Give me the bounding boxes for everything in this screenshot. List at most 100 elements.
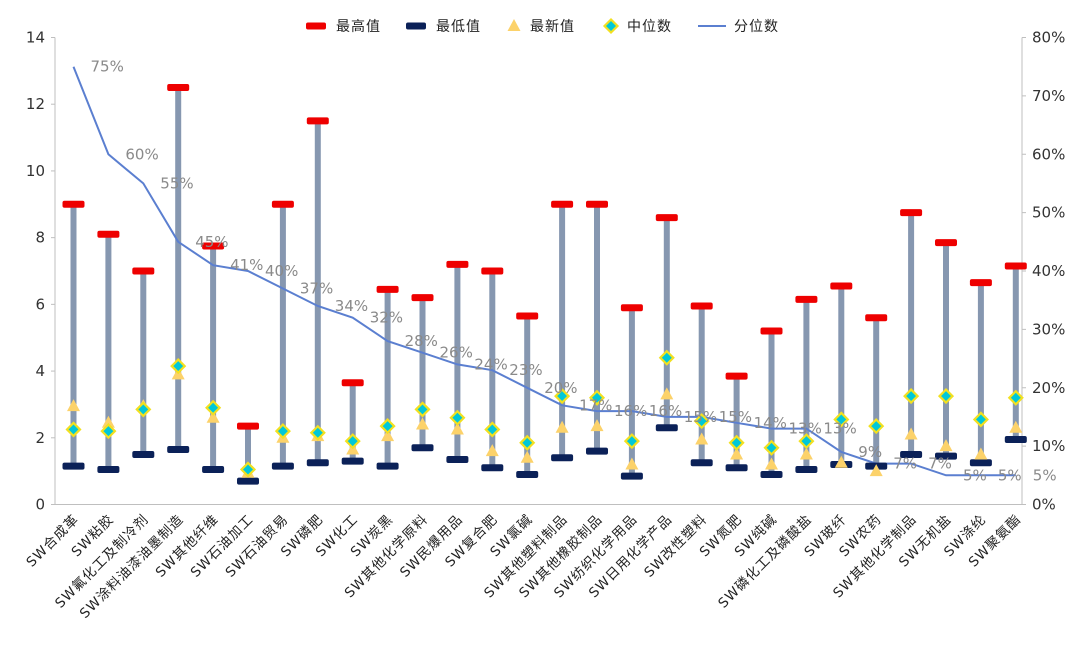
low-marker <box>551 454 574 462</box>
latest-marker <box>206 410 220 423</box>
axes: 0 2 4 6 8 10 12 14 0% 10% 20% 30% 40% 50% 60% 70% 80% <box>26 29 1065 514</box>
median-marker <box>937 388 955 405</box>
latest-marker <box>869 464 883 477</box>
latest-marker <box>974 447 988 460</box>
legend-median-swatch <box>602 17 620 35</box>
latest-marker <box>67 399 80 412</box>
latest-marker <box>590 419 604 432</box>
percentile-label: 40% <box>265 262 298 280</box>
range-bar <box>105 234 112 470</box>
range-bar <box>384 289 391 467</box>
range-bar <box>175 87 182 450</box>
median-marker <box>344 433 361 450</box>
legend-label: 分位数 <box>734 19 779 35</box>
median-marker <box>414 401 431 418</box>
left-tick-label: 8 <box>35 229 45 247</box>
percentile-label: 5% <box>963 466 987 484</box>
left-tick-label: 12 <box>26 95 45 113</box>
range-bar <box>349 382 356 462</box>
median-marker <box>554 388 571 405</box>
low-marker <box>760 470 783 478</box>
high-marker <box>725 372 748 380</box>
range-bar <box>838 286 845 465</box>
right-tick-label: 70% <box>1032 87 1065 105</box>
low-marker <box>725 464 748 472</box>
high-marker <box>62 200 85 208</box>
right-tick-label: 60% <box>1032 145 1065 163</box>
percentile-label: 7% <box>928 455 952 473</box>
high-marker <box>620 304 643 312</box>
range-bar <box>245 426 251 482</box>
median-marker <box>588 389 606 406</box>
range-bar <box>873 317 880 467</box>
range-bar <box>663 217 670 428</box>
latest-marker <box>799 447 813 460</box>
range-bar <box>628 307 635 477</box>
percentile-label: 13% <box>823 420 856 438</box>
latest-marker <box>625 457 639 470</box>
median-marker <box>798 433 815 450</box>
percentile-label: 24% <box>474 355 507 373</box>
left-tick-label: 0 <box>35 496 45 514</box>
high-marker <box>551 200 574 208</box>
median-marker <box>484 421 501 438</box>
latest-marker <box>416 417 429 430</box>
low-marker <box>446 455 469 463</box>
percentile-label: 34% <box>335 297 368 315</box>
low-marker <box>306 459 329 467</box>
percentile-label: 16% <box>649 402 682 420</box>
range-bar <box>140 271 147 455</box>
percentile-label: 55% <box>160 174 193 192</box>
median-marker <box>972 411 989 428</box>
right-tick-label: 50% <box>1032 204 1065 222</box>
high-marker <box>655 214 678 222</box>
percentile-label: 5% <box>998 466 1022 484</box>
percentile-label: 60% <box>125 145 158 163</box>
median-marker <box>449 409 466 426</box>
high-marker <box>271 200 294 208</box>
latest-marker <box>695 432 709 445</box>
range-bar <box>70 204 77 467</box>
range-bar <box>1012 265 1019 440</box>
range-bar <box>594 204 600 452</box>
percentile-label: 17% <box>579 396 612 414</box>
low-marker <box>62 462 85 470</box>
range-bar <box>803 299 810 470</box>
low-marker <box>1004 435 1027 443</box>
low-marker <box>935 452 957 460</box>
low-marker <box>655 424 678 432</box>
left-tick-label: 2 <box>35 429 45 447</box>
high-marker <box>795 295 818 303</box>
low-marker <box>411 444 434 452</box>
percentile-label: 16% <box>614 402 647 420</box>
high-marker <box>341 379 364 387</box>
legend-label: 最新值 <box>530 19 575 35</box>
percentile-label: 32% <box>370 309 403 327</box>
latest-marker <box>101 415 115 428</box>
category-label: SW合成革 <box>23 512 82 571</box>
range-bar <box>419 297 426 448</box>
low-marker <box>900 450 923 458</box>
percentile-label: 28% <box>405 332 438 350</box>
range-bar <box>559 204 566 458</box>
left-tick-label: 14 <box>26 29 45 47</box>
low-marker <box>237 477 259 485</box>
median-marker <box>868 418 885 435</box>
latest-marker <box>485 444 499 457</box>
median-marker <box>1007 389 1024 406</box>
median-marker <box>170 358 187 375</box>
median-marker <box>833 411 850 428</box>
high-marker <box>586 200 608 208</box>
latest-marker <box>939 439 953 452</box>
percentile-label: 15% <box>684 408 717 426</box>
range-bar <box>279 204 286 467</box>
percentile-label: 14% <box>754 414 787 432</box>
percentile-label: 13% <box>789 420 822 438</box>
median-marker <box>658 349 675 366</box>
legend: 最高值 最低值 最新值 中位数 分位数 <box>306 17 779 35</box>
percentile-label: 26% <box>440 344 473 362</box>
percentile-label: 15% <box>719 408 752 426</box>
high-marker <box>935 239 957 247</box>
high-marker <box>202 242 225 250</box>
